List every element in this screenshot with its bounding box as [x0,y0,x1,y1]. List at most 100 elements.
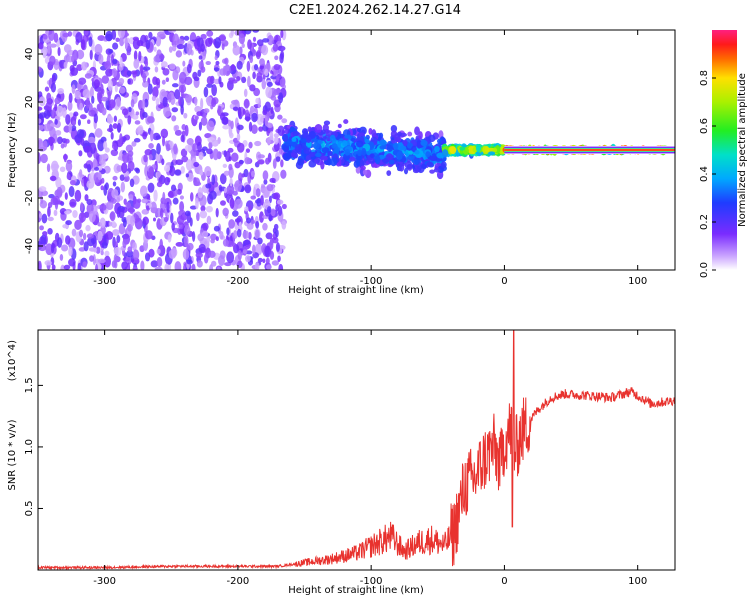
heatmap-cell [208,250,216,258]
heatmap-cell [236,228,242,238]
heatmap-cell [256,39,264,47]
heatmap-cell [232,44,241,56]
heatmap-cell [259,64,265,70]
heatmap-cell [250,195,257,200]
heatmap-cell [71,55,75,63]
heatmap-cell [44,86,50,92]
heatmap-cell [264,115,269,127]
heatmap-cell [100,96,109,102]
heatmap-cell [64,192,68,200]
heatmap-cell [238,159,245,165]
heatmap-cell [142,111,148,119]
heatmap-cell [492,147,498,153]
heatmap-cell [249,55,254,64]
heatmap-cell [161,158,165,166]
heatmap-cell [396,131,402,137]
heatmap-cell [56,237,63,248]
heatmap-cell [164,263,170,270]
heatmap-cell [222,65,226,77]
x-tick-label: 0 [501,276,507,287]
heatmap-cell [193,76,200,82]
heatmap-cell [274,55,279,61]
heatmap-cell [385,153,394,161]
heatmap-cell [407,155,415,161]
heatmap-cell [107,79,113,92]
heatmap-cell [183,235,189,247]
heatmap-cell [135,111,140,116]
spectrogram-x-axis-label: Height of straight line (km) [288,285,424,296]
heatmap-cell [50,82,56,93]
heatmap-cell [254,140,262,147]
heatmap-cell [255,97,260,104]
heatmap-cell [355,166,361,174]
heatmap-cell [237,250,242,261]
heatmap-cell [56,136,63,145]
heatmap-cell [198,121,202,131]
heatmap-cell [251,112,258,123]
heatmap-cell [99,217,106,228]
heatmap-cell [184,225,191,236]
heatmap-cell [97,171,102,181]
heatmap-cell [214,55,218,61]
heatmap-cell [127,150,134,157]
heatmap-cell [65,160,73,172]
heatmap-cell [59,166,66,173]
heatmap-cell [108,221,113,227]
heatmap-cell [223,170,230,176]
heatmap-cell [74,219,82,230]
heatmap-cell [108,99,116,109]
heatmap-cell [38,139,44,150]
heatmap-cell [248,204,252,211]
heatmap-cell [88,36,93,47]
heatmap-cell [47,206,51,218]
heatmap-cell [166,201,170,213]
heatmap-cell [150,260,159,268]
heatmap-cell [155,171,161,178]
heatmap-cell [234,218,242,223]
heatmap-cell [265,232,273,240]
heatmap-cell [80,61,88,71]
heatmap-cell [40,153,48,164]
heatmap-cell [219,173,227,185]
heatmap-cell [281,220,287,230]
heatmap-cell [106,128,114,133]
heatmap-cell [112,229,120,236]
heatmap-cell [145,230,153,240]
heatmap-cell [123,198,127,205]
heatmap-cell [148,248,155,258]
heatmap-cell [160,61,168,68]
heatmap-cell [390,130,398,138]
heatmap-cell [172,69,179,81]
snr-y-multiplier: (x10^4) [7,340,18,381]
heatmap-cell [93,113,98,124]
heatmap-cell [220,200,226,206]
heatmap-cell [407,131,413,137]
heatmap-cell [104,60,112,70]
heatmap-cell [87,119,91,124]
heatmap-cell [96,91,103,103]
heatmap-cell [426,161,434,167]
heatmap-cell [159,238,163,251]
heatmap-cell [162,191,166,204]
heatmap-cell [398,163,405,172]
heatmap-cell [273,142,280,152]
heatmap-cell [47,136,55,145]
heatmap-cell [87,163,92,173]
heatmap-cell [211,97,217,108]
x-tick-label: -300 [93,276,116,287]
heatmap-cell [62,224,69,229]
heatmap-cell [116,122,122,133]
heatmap-cell [221,42,225,51]
heatmap-cell [273,192,281,200]
heatmap-cell [193,161,200,168]
heatmap-cell [132,242,137,251]
heatmap-cell [47,227,53,235]
x-tick-label: -100 [360,276,383,287]
heatmap-cell [185,94,193,103]
heatmap-cell [429,169,435,174]
heatmap-cell [214,37,222,49]
heatmap-cell [85,97,90,109]
heatmap-cell [156,31,165,38]
heatmap-cell [119,133,123,145]
